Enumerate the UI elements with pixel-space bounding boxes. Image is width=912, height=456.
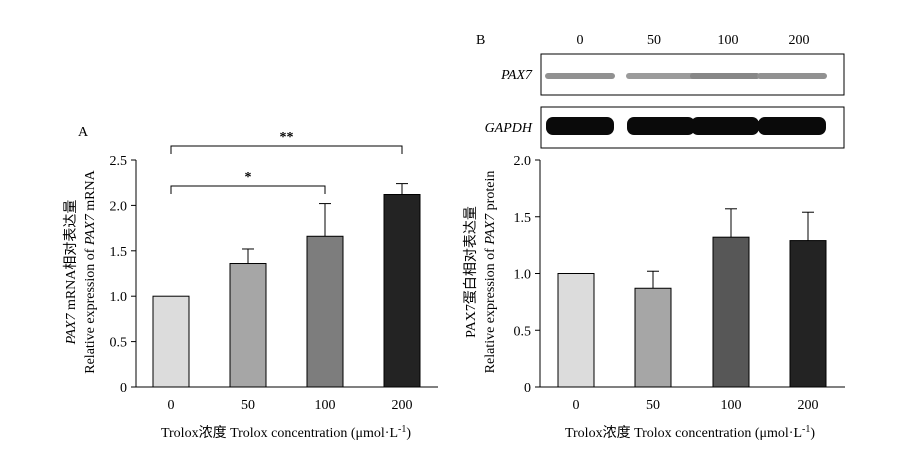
significance-bracket xyxy=(170,145,403,154)
significance-label: ** xyxy=(280,130,294,145)
bar-50 xyxy=(229,263,267,388)
panel-a-ylabel-line2: Relative expression of PAX7 mRNA xyxy=(83,169,98,373)
panel-b-x-ticks: 0 50 100 200 xyxy=(573,398,819,413)
bar-100 xyxy=(712,236,750,388)
gapdh-band xyxy=(546,117,614,135)
panel-b-bars xyxy=(557,208,827,388)
gapdh-band xyxy=(758,117,826,135)
blot-lane-label: 200 xyxy=(789,33,810,48)
blot-lane-label: 50 xyxy=(647,33,661,48)
bar-200 xyxy=(789,240,827,388)
bar-0 xyxy=(557,273,595,388)
y-tick-label: 2.5 xyxy=(110,154,128,169)
y-tick-label: 1.5 xyxy=(514,211,532,226)
western-blot: 0 50 100 200 PAX7 GAPDH xyxy=(485,33,845,149)
panel-a-xlabel: Trolox浓度 Trolox concentration (μmol·L-1) xyxy=(161,424,411,442)
panel-a-x-ticks: 0 50 100 200 xyxy=(168,398,413,413)
gapdh-band-label: GAPDH xyxy=(485,121,533,136)
x-tick-label: 100 xyxy=(315,398,336,413)
x-tick-label: 100 xyxy=(721,398,742,413)
pax7-band xyxy=(757,73,827,79)
blot-lane-labels: 0 50 100 200 xyxy=(577,33,810,48)
x-tick-label: 200 xyxy=(392,398,413,413)
pax7-band xyxy=(626,73,696,79)
y-tick-label: 1.0 xyxy=(110,290,128,305)
y-tick-label: 2.0 xyxy=(514,154,532,169)
gapdh-band xyxy=(691,117,759,135)
y-tick-label: 1.0 xyxy=(514,268,532,283)
panel-b: B 0 50 100 200 PAX7 GAPDH PAX7蛋白相对表达量 Relat… xyxy=(463,33,845,441)
x-tick-label: 0 xyxy=(168,398,175,413)
x-tick-label: 0 xyxy=(573,398,580,413)
panel-a-ylabel-line1: PAX7 mRNA相对表达量 xyxy=(63,200,79,346)
y-tick-label: 0 xyxy=(524,381,531,396)
y-tick-label: 2.0 xyxy=(110,199,128,214)
blot-lane-label: 100 xyxy=(718,33,739,48)
y-tick-label: 0 xyxy=(120,381,127,396)
y-tick-label: 0.5 xyxy=(110,336,128,351)
pax7-band xyxy=(690,73,760,79)
bar-200 xyxy=(383,194,421,388)
panel-b-ylabel-line1: PAX7蛋白相对表达量 xyxy=(463,206,479,338)
y-tick-label: 1.5 xyxy=(110,245,128,260)
blot-lane-label: 0 xyxy=(577,33,584,48)
panel-b-y-ticks: 0 0.5 1.0 1.5 2.0 xyxy=(514,154,540,396)
significance-bracket xyxy=(170,185,326,194)
panel-a-y-ticks: 0 0.5 1.0 1.5 2.0 2.5 xyxy=(110,154,136,396)
significance-label: * xyxy=(245,170,252,185)
panel-a: A PAX7 mRNA相对表达量 Relative expression of … xyxy=(63,125,438,441)
pax7-band xyxy=(545,73,615,79)
gapdh-band xyxy=(627,117,695,135)
bar-100 xyxy=(306,235,344,388)
x-tick-label: 50 xyxy=(646,398,660,413)
bar-0 xyxy=(152,295,190,388)
bar-50 xyxy=(634,287,672,388)
x-tick-label: 50 xyxy=(241,398,255,413)
panel-b-xlabel: Trolox浓度 Trolox concentration (μmol·L-1) xyxy=(565,424,815,442)
panel-a-letter: A xyxy=(78,125,89,140)
panel-b-letter: B xyxy=(476,33,485,48)
panel-b-ylabel-line2: Relative expression of PAX7 protein xyxy=(483,171,498,374)
blot-bands xyxy=(545,73,827,135)
y-tick-label: 0.5 xyxy=(514,324,532,339)
x-tick-label: 200 xyxy=(798,398,819,413)
pax7-band-label: PAX7 xyxy=(500,68,533,83)
panel-a-significance: *** xyxy=(170,130,403,194)
panel-a-bars xyxy=(152,183,421,388)
